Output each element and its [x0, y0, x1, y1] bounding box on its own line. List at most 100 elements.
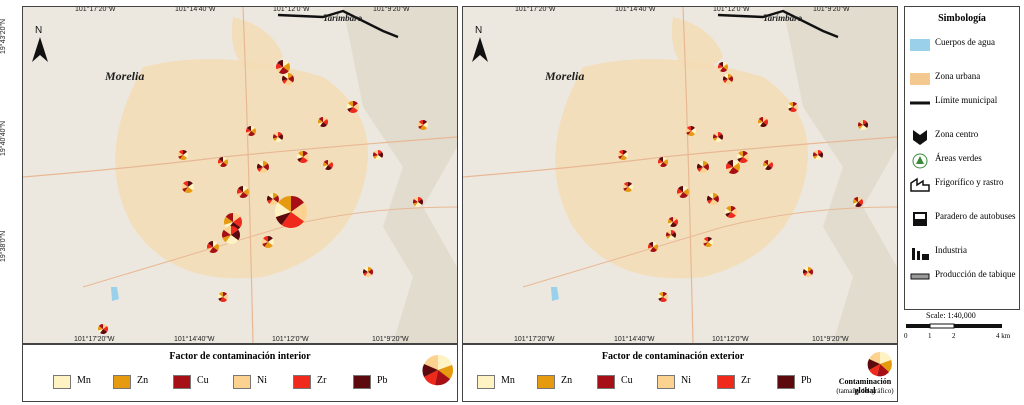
downtown-marker-icon [913, 130, 927, 145]
global-pie-icon [867, 352, 892, 377]
north-arrow-icon [472, 37, 488, 62]
scale-label-2: 2 [952, 332, 956, 340]
sample-pie [413, 197, 423, 207]
scale-label-0: 0 [904, 332, 908, 340]
sample-pie [275, 196, 307, 229]
symbology-label-urban: Zona urbana [935, 71, 981, 81]
coord-bottom-8: 101°9'20"W [812, 336, 849, 343]
swatch-label-cu: Cu [621, 375, 633, 386]
sample-pie [323, 160, 333, 170]
legend-interior: Factor de contaminación interior Mn Zn C… [22, 344, 458, 402]
sample-pie [262, 236, 274, 248]
scale-title: Scale: 1:40,000 [926, 311, 976, 320]
sample-pie [98, 324, 108, 334]
swatch-zn [113, 375, 131, 389]
north-arrow-icon [32, 37, 48, 62]
brick-production-icon [910, 273, 930, 280]
sample-pie [618, 150, 628, 160]
swatch-cu [597, 375, 615, 389]
swatch-pb [777, 375, 795, 389]
factory-icon [912, 248, 929, 260]
legend-interior-title: Factor de contaminación interior [169, 351, 311, 362]
swatch-label-mn: Mn [77, 375, 91, 386]
sample-pie [347, 101, 359, 113]
swatch-label-zn: Zn [561, 375, 573, 386]
map-canvas-exterior [463, 7, 897, 343]
coord-bottom-7: 101°12'0"W [712, 336, 749, 343]
coord-top-2: 101°14'40"W [175, 6, 216, 13]
swatch-label-pb: Pb [801, 375, 812, 386]
swatch-zr [293, 375, 311, 389]
city-label: Morelia [545, 69, 585, 83]
urban-zone-icon [910, 73, 930, 85]
sample-pie [858, 120, 868, 130]
north-label: N [475, 25, 483, 36]
swatch-label-mn: Mn [501, 375, 515, 386]
sample-pie [222, 225, 241, 245]
swatch-label-pb: Pb [377, 375, 388, 386]
scale-bar-graphic [906, 323, 1002, 329]
coord-bottom-1: 101°17'20"W [74, 336, 115, 343]
sample-pie [246, 126, 256, 136]
sample-pie [853, 197, 863, 207]
sample-pie [182, 181, 195, 193]
sample-pie [718, 62, 728, 72]
global-pie-subtitle: (tamaño del gráfico) [836, 387, 894, 395]
symbology-label-green: Áreas verdes [935, 153, 982, 163]
legend-exterior-title: Factor de contaminación exterior [601, 351, 745, 362]
swatch-mn [477, 375, 495, 389]
bus-stop-icon [913, 212, 927, 226]
north-label: N [35, 25, 43, 36]
coord-bottom-6: 101°14'40"W [614, 336, 655, 343]
sample-pie [737, 151, 749, 164]
municipal-limit-icon [910, 101, 930, 105]
symbology-label-limit: Límite municipal [935, 95, 998, 105]
coord-bottom-5: 101°17'20"W [514, 336, 555, 343]
symbology-panel: Simbología Cuerpos de agua Zona urbana L… [904, 6, 1020, 310]
coord-top-2: 101°14'40"W [615, 6, 656, 13]
coord-bottom-4: 101°9'20"W [372, 336, 409, 343]
sample-pie [276, 60, 290, 74]
sample-pie [363, 267, 374, 277]
sample-pie [373, 150, 383, 160]
sample-pie [668, 217, 678, 228]
swatch-zn [537, 375, 555, 389]
swatch-mn [53, 375, 71, 389]
sample-pie [178, 150, 188, 160]
sample-pie [207, 241, 219, 254]
coord-top-1: 101°17'20"W [515, 6, 556, 13]
sample-pie [713, 132, 723, 142]
sample-pie [267, 193, 279, 206]
swatch-pb [353, 375, 371, 389]
swatch-label-ni: Ni [681, 375, 691, 386]
swatch-label-zr: Zr [741, 375, 751, 386]
sample-pie [282, 73, 294, 85]
sample-pie [273, 132, 283, 142]
sample-pie [658, 157, 668, 167]
coord-top-4: 101°9'20"W [373, 6, 410, 13]
coord-left-1: 19°43'20"N [0, 18, 7, 54]
coord-bottom-3: 101°12'0"W [272, 336, 309, 343]
swatch-label-cu: Cu [197, 375, 209, 386]
sample-pie [813, 150, 823, 160]
town-label: Tarímbaro [763, 13, 803, 23]
water-body-icon [910, 39, 930, 51]
sample-pie [726, 160, 740, 175]
slaughterhouse-icon [910, 177, 930, 192]
city-label: Morelia [105, 69, 145, 83]
scale-label-4: 4 km [996, 332, 1011, 340]
coord-bottom-2: 101°14'40"W [174, 336, 215, 343]
coord-top-3: 101°12'0"W [273, 6, 310, 13]
symbology-label-bus: Paradero de autobuses [935, 211, 1016, 221]
map-panel-interior: 101°17'20"W 101°14'40"W 101°12'0"W 101°9… [22, 6, 458, 344]
symbology-label-center: Zona centro [935, 129, 979, 139]
coord-top-4: 101°9'20"W [813, 6, 850, 13]
sample-pie [677, 186, 689, 198]
legend-exterior: Factor de contaminación exterior Mn Zn C… [462, 344, 898, 402]
swatch-label-zn: Zn [137, 375, 149, 386]
sample-pie [218, 292, 228, 302]
scale-label-1: 1 [928, 332, 932, 340]
scale-bar: Scale: 1:40,000 0 1 2 4 km [900, 308, 1020, 342]
swatch-zr [717, 375, 735, 389]
swatch-ni [233, 375, 251, 389]
